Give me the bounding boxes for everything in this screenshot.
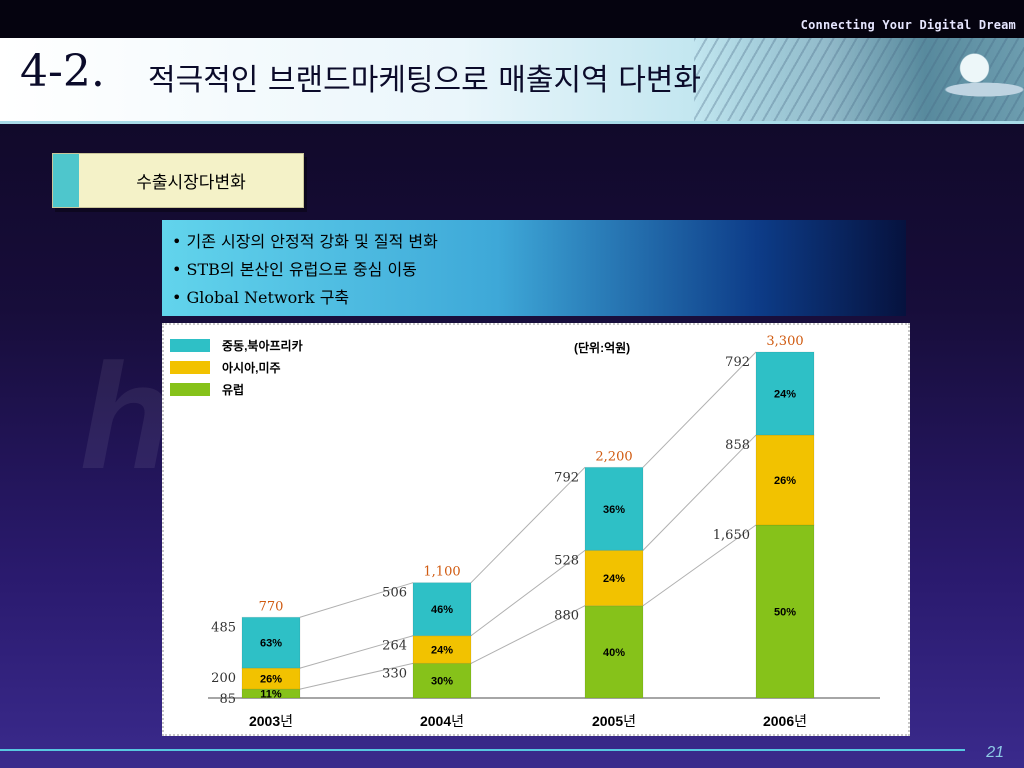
bar-value-label: 858 — [725, 438, 750, 453]
bar-value-label: 880 — [554, 609, 579, 624]
legend-swatch — [170, 383, 210, 396]
bar-segment — [755, 351, 815, 436]
bar-value-label: 85 — [219, 692, 236, 707]
slide-number-title: 4-2. — [20, 46, 105, 97]
bar-value-label: 330 — [382, 666, 407, 681]
bullet-item: • Global Network 구축 — [172, 288, 350, 307]
connector-line — [299, 662, 414, 690]
bar-segment — [755, 434, 815, 526]
bullet-item: • STB의 본산인 유럽으로 중심 이동 — [172, 260, 417, 279]
bar-total-label: 2,200 — [595, 449, 632, 464]
legend-swatch — [170, 361, 210, 374]
bar-segment — [412, 662, 472, 699]
category-label: 2005년 — [592, 713, 636, 729]
bar-segment — [584, 549, 644, 607]
category-label: 2004년 — [420, 713, 464, 729]
bar-segment — [755, 524, 815, 699]
bar-total-label: 1,100 — [423, 565, 460, 580]
bar-segment — [584, 466, 644, 551]
bar-value-label: 792 — [725, 355, 750, 370]
unit-label: (단위:억원) — [574, 340, 630, 355]
bar-value-label: 264 — [382, 639, 407, 654]
connector-line — [299, 582, 414, 618]
bar-segment — [241, 667, 301, 690]
connector-line — [642, 524, 757, 607]
bar-percent-label: 26% — [260, 674, 282, 686]
bar-percent-label: 36% — [603, 504, 625, 516]
connector-line — [642, 351, 757, 468]
bullet-item: • 기존 시장의 안정적 강화 및 질적 변화 — [172, 232, 438, 251]
bar-segment — [412, 582, 472, 637]
legend-swatch — [170, 339, 210, 352]
bar-value-label: 528 — [554, 553, 579, 568]
bar-total-label: 3,300 — [766, 334, 803, 349]
bar-percent-label: 24% — [603, 573, 625, 585]
connector-line — [470, 466, 586, 584]
bar-percent-label: 30% — [431, 676, 453, 688]
bar-segment — [584, 605, 644, 699]
section-tag-label: 수출시장다변화 — [136, 173, 246, 193]
connector-line — [470, 549, 586, 637]
bar-value-label: 200 — [211, 671, 236, 686]
footer-divider — [0, 749, 965, 751]
category-label: 2003년 — [249, 713, 293, 729]
bar-value-label: 506 — [382, 586, 407, 601]
bar-value-label: 1,650 — [713, 528, 750, 543]
bar-percent-label: 50% — [774, 607, 796, 619]
tagline: Connecting Your Digital Dream — [800, 18, 1016, 32]
connector-line — [642, 434, 757, 551]
title-band — [0, 38, 1024, 124]
legend-label: 아시아,미주 — [222, 360, 281, 375]
bar-percent-label: 40% — [603, 647, 625, 659]
legend-label: 중동,북아프리카 — [222, 338, 303, 353]
bar-percent-label: 26% — [774, 475, 796, 487]
connector-line — [299, 635, 414, 669]
bullet-box: • 기존 시장의 안정적 강화 및 질적 변화 • STB의 본산인 유럽으로 … — [162, 220, 906, 316]
category-label: 2006년 — [763, 713, 807, 729]
bar-percent-label: 24% — [431, 645, 453, 657]
bar-segment — [241, 616, 301, 669]
section-tag-accent — [53, 154, 79, 207]
top-bar: Connecting Your Digital Dream — [0, 0, 1024, 38]
legend-label: 유럽 — [222, 383, 244, 397]
bar-percent-label: 24% — [774, 389, 796, 401]
page-number: 21 — [986, 744, 1004, 761]
bar-percent-label: 11% — [260, 689, 282, 701]
header-decorative-image — [694, 38, 1024, 121]
section-tag: 수출시장다변화 — [52, 153, 304, 208]
bar-total-label: 770 — [259, 599, 284, 614]
bar-percent-label: 63% — [260, 638, 282, 650]
bar-value-label: 485 — [211, 620, 236, 635]
slide-title: 적극적인 브랜드마케팅으로 매출지역 다변화 — [148, 63, 702, 98]
bar-value-label: 792 — [554, 470, 579, 485]
connector-line — [470, 605, 586, 664]
bar-percent-label: 46% — [431, 604, 453, 616]
